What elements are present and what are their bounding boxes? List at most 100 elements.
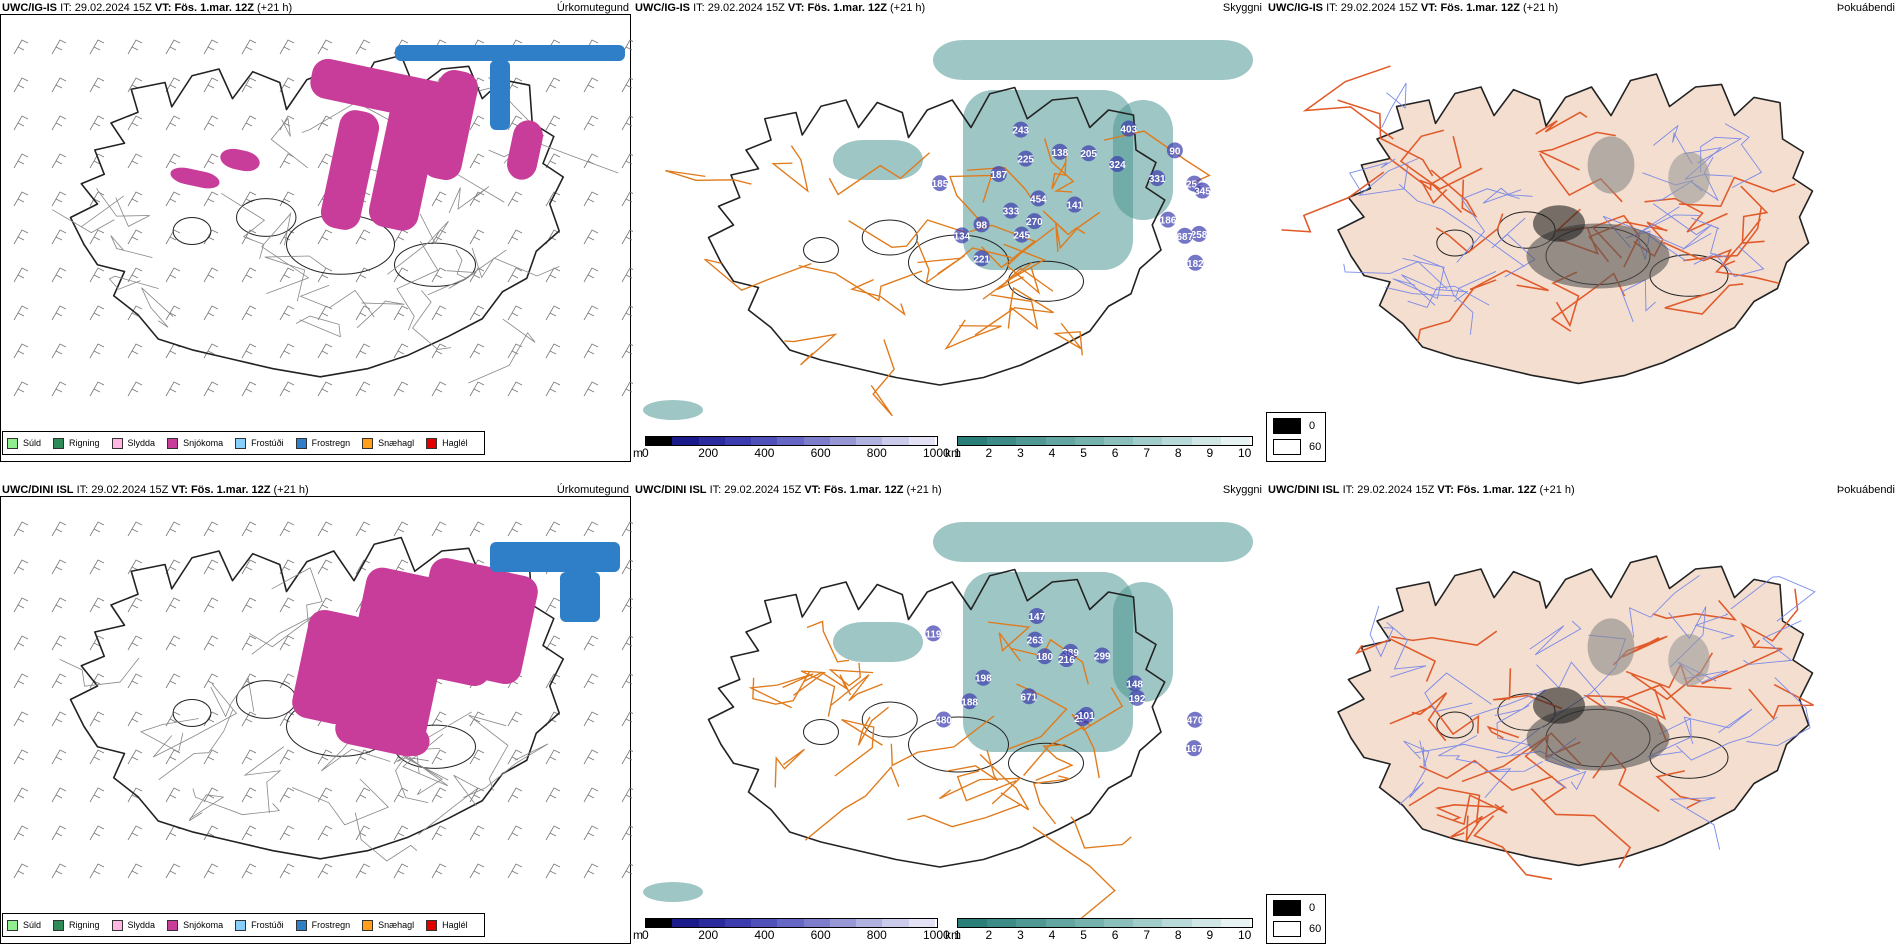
low-visibility-area [643, 882, 703, 902]
freezing-rain-area [490, 542, 620, 572]
lead-time: (+21 h) [1523, 2, 1559, 14]
fog-indicator-legend: 0 60 [1266, 412, 1326, 462]
ceiling-visibility-panel: UWC/DINI ISL IT: 29.02.2024 15Z VT: Fös.… [633, 482, 1266, 952]
legend-label: Frostúði [251, 920, 284, 930]
ceiling-marker [1013, 226, 1030, 243]
colorbar-tick: 10 [1238, 928, 1252, 942]
legend-item: Haglél [426, 437, 468, 449]
colorbar-cell [1133, 437, 1163, 445]
colorbar-cell [987, 919, 1017, 927]
colorbar-cell [1045, 437, 1075, 445]
ceiling-value-label: 254 [1186, 180, 1203, 191]
fog-legend-swatch [1273, 418, 1301, 434]
legend-label: Slydda [127, 438, 156, 448]
colorbar-unit: km [945, 446, 961, 460]
low-visibility-area [833, 140, 923, 180]
colorbar-tick: 6 [1111, 928, 1119, 942]
colorbar-tick: 9 [1206, 928, 1214, 942]
panel-title: UWC/IG-IS IT: 29.02.2024 15Z VT: Fös. 1.… [2, 2, 292, 14]
colorbar-cell [698, 437, 725, 445]
iceland-coastline [665, 86, 1211, 417]
ceiling-value-label: 205 [1080, 149, 1097, 160]
ceiling-value-label: 134 [954, 231, 971, 242]
ceiling-marker [1176, 227, 1193, 244]
colorbar-cell [803, 919, 830, 927]
precip-type-legend: Súld Rigning Slydda Snjókoma Frostúði Frostre… [2, 913, 485, 937]
ceiling-value-label: 182 [1187, 259, 1204, 270]
vt-label: VT: [1437, 484, 1454, 496]
ceiling-value-label: 403 [1120, 125, 1137, 136]
it-label: IT: [1326, 2, 1338, 14]
colorbar-unit: m [633, 446, 643, 460]
panel-parameter-name: Þokuábendi [1836, 484, 1895, 496]
fog-indicator-legend: 0 60 [1266, 894, 1326, 944]
snow-area [320, 110, 380, 230]
snow-area [462, 569, 538, 685]
vt-label: VT: [154, 2, 172, 14]
ceiling-value-label: 98 [976, 220, 988, 231]
panel-title: UWC/DINI ISL IT: 29.02.2024 15Z VT: Fös.… [635, 484, 942, 496]
colorbar-tick: 800 [866, 928, 887, 942]
legend-swatch [235, 919, 247, 931]
colorbar-cell [751, 437, 778, 445]
ceiling-value-label: 331 [1149, 174, 1166, 185]
fog-indicator-map [1337, 555, 1816, 880]
colorbar-unit: m [633, 928, 643, 942]
it-value: 29.02.2024 15Z [74, 2, 152, 14]
ceiling-marker [1066, 196, 1083, 213]
colorbar-cell [724, 919, 752, 927]
colorbar-cell [987, 437, 1017, 445]
lead-time: (+21 h) [1539, 484, 1575, 496]
fog-legend-item: 0 [1273, 418, 1315, 434]
colorbar-cell [958, 919, 988, 927]
ceiling-value-label: 245 [1013, 231, 1030, 242]
legend-swatch [426, 919, 438, 931]
ceiling-marker [1187, 711, 1204, 728]
model-name: UWC/DINI ISL [635, 484, 707, 496]
colorbar-unit: km [945, 928, 961, 942]
snow-area [368, 89, 442, 231]
legend-label: Snæhagl [378, 920, 415, 930]
legend-swatch [295, 919, 307, 931]
ceiling-marker [931, 175, 948, 192]
panel-title: UWC/DINI ISL IT: 29.02.2024 15Z VT: Fös.… [1268, 484, 1575, 496]
vt-value: Fös. 1.mar. 12Z [174, 2, 254, 14]
colorbar-tick: 4 [1048, 446, 1056, 460]
legend-swatch [295, 437, 307, 449]
vt-value: Fös. 1.mar. 12Z [807, 2, 887, 14]
ceiling-value-label: 148 [1126, 679, 1143, 690]
ceiling-marker [961, 693, 978, 710]
it-label: IT: [709, 484, 722, 496]
ceiling-marker [1026, 631, 1043, 648]
panel-parameter-name: Skyggni [1222, 2, 1262, 14]
colorbar-cell [856, 437, 883, 445]
it-label: IT: [60, 2, 72, 14]
colorbar-cell [724, 437, 752, 445]
ceiling-marker [935, 711, 952, 728]
colorbar-cell [856, 919, 883, 927]
colorbar-tick: 3 [1017, 446, 1024, 460]
legend-label: Frostregn [311, 438, 351, 448]
it-value: 29.02.2024 15Z [1340, 2, 1418, 14]
colorbar-cell [698, 919, 725, 927]
vt-value: Fös. 1.mar. 12Z [823, 484, 904, 496]
it-value: 29.02.2024 15Z [91, 484, 169, 496]
ceiling-marker [1160, 211, 1177, 228]
wind-barbs [13, 39, 633, 397]
legend-swatch [235, 437, 247, 449]
ceiling-marker [1120, 120, 1137, 137]
ceiling-value-label: 345 [1194, 187, 1211, 198]
snow-area [220, 148, 260, 172]
colorbar-cell [908, 919, 935, 927]
low-visibility-area [1113, 582, 1173, 702]
ceiling-marker [1051, 143, 1068, 160]
panel-title: UWC/DINI ISL IT: 29.02.2024 15Z VT: Fös.… [2, 484, 309, 496]
colorbar-tick: 6 [1111, 446, 1119, 460]
ceiling-marker [1002, 202, 1019, 219]
legend-swatch [7, 437, 18, 449]
ceiling-value-label: 119 [925, 629, 942, 640]
colorbar-cell [777, 919, 804, 927]
colorbar-cell [672, 437, 699, 445]
ceiling-value-label: 187 [990, 170, 1007, 181]
ceiling-value-label: 263 [1027, 636, 1044, 647]
